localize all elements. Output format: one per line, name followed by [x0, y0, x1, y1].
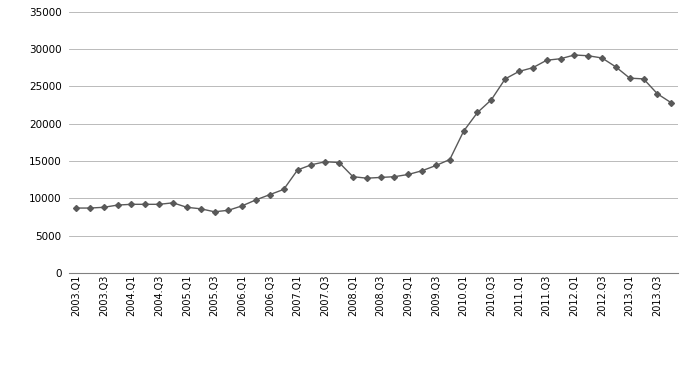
Cadangan Devisa	[667, 101, 675, 105]
Cadangan Devisa	[72, 206, 80, 210]
Cadangan Devisa	[432, 163, 440, 168]
Cadangan Devisa	[321, 160, 329, 164]
Cadangan Devisa	[183, 205, 191, 210]
Cadangan Devisa	[210, 209, 219, 214]
Cadangan Devisa	[238, 204, 246, 208]
Cadangan Devisa	[293, 168, 302, 172]
Cadangan Devisa	[390, 174, 399, 179]
Cadangan Devisa	[155, 202, 163, 207]
Cadangan Devisa	[141, 202, 149, 207]
Cadangan Devisa	[418, 168, 426, 173]
Cadangan Devisa	[127, 202, 136, 207]
Cadangan Devisa	[570, 53, 579, 57]
Cadangan Devisa	[224, 208, 233, 213]
Cadangan Devisa	[529, 66, 537, 70]
Cadangan Devisa	[639, 76, 648, 81]
Cadangan Devisa	[473, 110, 482, 115]
Cadangan Devisa	[335, 160, 343, 165]
Cadangan Devisa	[307, 162, 316, 167]
Cadangan Devisa	[404, 172, 412, 177]
Cadangan Devisa	[556, 57, 565, 61]
Cadangan Devisa	[487, 98, 495, 102]
Cadangan Devisa	[86, 206, 94, 210]
Cadangan Devisa	[626, 76, 634, 80]
Cadangan Devisa	[446, 157, 454, 162]
Cadangan Devisa	[363, 176, 371, 181]
Cadangan Devisa	[501, 76, 509, 81]
Cadangan Devisa	[266, 192, 274, 197]
Cadangan Devisa	[543, 58, 551, 62]
Line: Cadangan Devisa: Cadangan Devisa	[74, 53, 673, 214]
Cadangan Devisa	[653, 92, 662, 96]
Cadangan Devisa	[584, 53, 592, 58]
Cadangan Devisa	[169, 200, 177, 205]
Cadangan Devisa	[459, 129, 468, 133]
Cadangan Devisa	[197, 206, 205, 211]
Cadangan Devisa	[113, 203, 122, 207]
Cadangan Devisa	[612, 65, 620, 69]
Cadangan Devisa	[100, 205, 108, 210]
Cadangan Devisa	[598, 56, 606, 60]
Cadangan Devisa	[515, 69, 523, 74]
Cadangan Devisa	[376, 175, 385, 180]
Cadangan Devisa	[252, 197, 260, 202]
Cadangan Devisa	[349, 174, 357, 179]
Cadangan Devisa	[280, 187, 288, 192]
